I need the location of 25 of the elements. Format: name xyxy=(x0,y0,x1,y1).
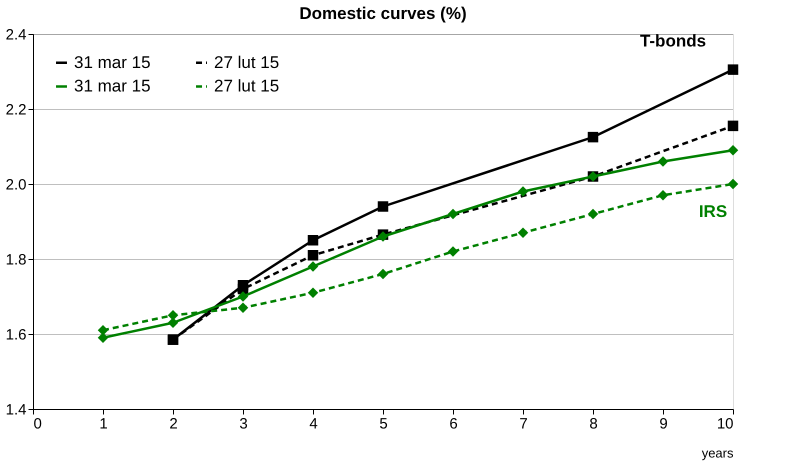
y-tick-label: 2.4 xyxy=(6,26,26,44)
y-tick-label: 1.6 xyxy=(6,326,26,344)
x-tick-label: 9 xyxy=(659,416,668,432)
legend-label: 27 lut 15 xyxy=(214,52,280,72)
x-tick-label: 8 xyxy=(589,416,598,432)
annotation: T-bonds xyxy=(640,32,706,51)
x-axis-title: years xyxy=(702,446,734,460)
legend-label: 31 mar 15 xyxy=(74,76,151,96)
legend-label: 31 mar 15 xyxy=(74,52,151,72)
y-tick-label: 1.4 xyxy=(6,402,26,418)
x-tick-label: 6 xyxy=(449,416,458,432)
chart-title: Domestic curves (%) xyxy=(299,4,467,23)
x-tick-label: 1 xyxy=(99,416,108,432)
x-tick-label: 4 xyxy=(309,416,318,432)
x-tick-label: 2 xyxy=(169,416,178,432)
legend-label: 27 lut 15 xyxy=(214,76,280,96)
y-tick-label: 1.8 xyxy=(6,252,26,268)
x-tick-label: 10 xyxy=(716,416,734,432)
x-tick-label: 5 xyxy=(379,416,388,432)
annotation: IRS xyxy=(698,202,728,221)
x-tick-label: 7 xyxy=(519,416,528,432)
y-tick-label: 2.0 xyxy=(6,176,26,194)
y-tick-label: 2.2 xyxy=(6,102,26,118)
x-tick-label: 0 xyxy=(34,416,42,432)
x-tick-label: 3 xyxy=(239,416,248,432)
